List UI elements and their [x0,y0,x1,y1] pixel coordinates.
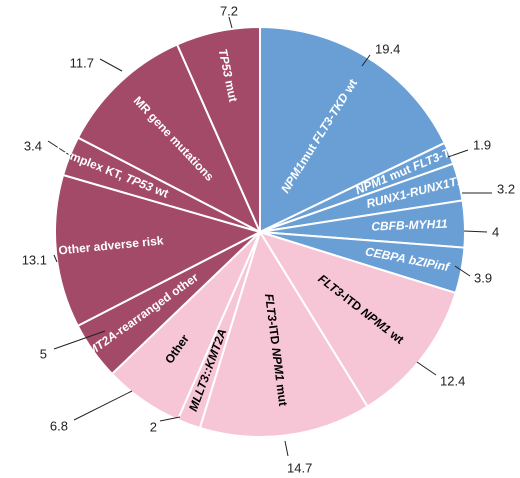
slice-label: TP53 mut [215,48,240,104]
pie-slice [76,43,263,235]
leader-line [447,149,469,158]
leader-line [284,440,289,457]
pie-slice [198,229,369,438]
pie-slice [54,173,263,328]
value-label: 14.7 [287,460,312,475]
value-label: 3.2 [497,181,515,196]
leader-line [53,254,58,263]
leader-line [416,361,437,376]
value-label: 5 [40,346,47,361]
pie-slice [257,230,457,408]
value-label: 12.4 [440,373,465,388]
value-label: 2 [150,419,157,434]
leader-line [463,230,488,233]
value-labels: 19.4 1.9 3.2 4 3.9 12.4 14.7 2 6.8 5 13.1 3.4 11.7 7.… [22,3,515,475]
value-label: 3.9 [474,270,492,285]
slice-label: CBFB-MYH11 [371,217,448,234]
leader-line [228,16,233,29]
slice-label: FLT3-ITD NPM1 mut [262,293,290,407]
value-label: 7.2 [220,3,238,18]
leader-line [159,416,181,422]
value-label: 13.1 [22,252,47,267]
pie-slice [259,25,446,234]
value-label: 11.7 [70,55,94,70]
leader-lines [47,16,492,457]
leader-line [361,54,371,67]
pie-slices [54,25,466,438]
leader-line [99,58,123,72]
value-label: 3.4 [24,138,42,153]
value-label: 6.8 [50,418,68,433]
pie-slice [175,25,261,233]
leader-line [47,140,75,159]
leader-line [53,330,106,350]
leader-line [454,265,471,277]
leader-line [73,390,133,421]
value-label: 4 [492,224,499,239]
value-label: 1.9 [473,137,491,152]
value-label: 19.4 [375,41,400,56]
